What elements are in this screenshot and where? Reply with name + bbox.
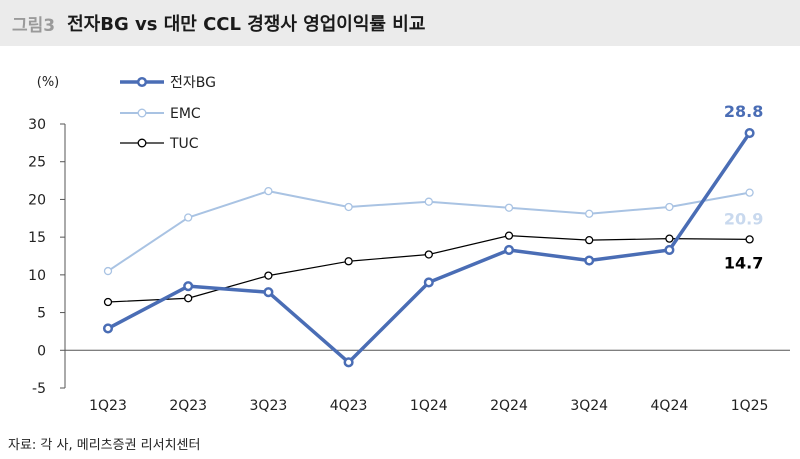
end-value-label: 20.9	[724, 210, 763, 229]
series-line	[107, 132, 752, 365]
series-point	[264, 186, 273, 196]
series-point	[102, 323, 114, 334]
y-tick-label: -5	[32, 381, 46, 397]
series-point	[584, 255, 595, 266]
series-point	[343, 357, 354, 368]
legend-label: 전자BG	[170, 75, 216, 91]
series-point	[585, 209, 594, 218]
series-point	[103, 266, 113, 276]
x-tick-label: 1Q25	[731, 398, 769, 414]
y-axis-unit-label: (%)	[37, 75, 60, 90]
x-tick-label: 2Q24	[490, 398, 528, 414]
series-point	[424, 197, 433, 206]
series-point	[344, 257, 353, 266]
series-point	[504, 231, 514, 240]
series-point	[423, 277, 434, 288]
legend-swatch-marker	[137, 108, 147, 118]
series-point	[744, 128, 755, 139]
legend-label: EMC	[170, 106, 201, 122]
y-tick-label: 30	[28, 117, 46, 133]
line-chart: (%) -5 0 5 10 15 20 25 30 1Q23 2Q23 3Q23 4Q23 1Q24 2Q…	[28, 75, 790, 414]
figure-label: 그림3	[12, 15, 56, 36]
series-point	[745, 188, 754, 197]
series-point	[745, 235, 754, 244]
series-point	[183, 281, 194, 292]
legend-swatch-marker	[136, 76, 148, 88]
chart-title: 전자BG vs 대만 CCL 경쟁사 영업이익률 비교	[67, 14, 426, 35]
legend-swatch-marker	[137, 138, 147, 148]
y-tick-label: 25	[28, 155, 46, 171]
series-point	[344, 202, 353, 212]
series-point	[503, 244, 515, 256]
x-tick-label: 2Q23	[169, 398, 207, 414]
series-point	[263, 287, 274, 298]
x-tick-label: 1Q24	[410, 398, 448, 414]
x-tick-label: 3Q24	[570, 398, 608, 414]
end-value-label: 14.7	[724, 253, 763, 272]
series-point	[103, 297, 113, 307]
series-point	[504, 203, 514, 212]
title-bar: 그림3 전자BG vs 대만 CCL 경쟁사 영업이익률 비교	[0, 0, 800, 46]
legend-label: TUC	[169, 136, 199, 152]
y-tick-label: 10	[28, 268, 46, 284]
series-point	[184, 213, 193, 222]
series-point	[664, 244, 675, 256]
source-note: 자료: 각 사, 메리츠증권 리서치센터	[8, 438, 201, 453]
series-point	[665, 234, 674, 243]
y-tick-label: 5	[37, 306, 46, 322]
series-point	[585, 236, 594, 245]
x-tick-label: 3Q23	[250, 398, 288, 414]
end-value-label: 28.8	[724, 102, 763, 121]
y-tick-label: 20	[28, 192, 46, 208]
series-point	[665, 202, 674, 212]
x-tick-label: 1Q23	[89, 398, 127, 414]
y-tick-label: 0	[37, 343, 46, 359]
series-point	[424, 250, 433, 259]
x-tick-label: 4Q23	[330, 398, 368, 414]
series-point	[264, 271, 273, 280]
series-point	[184, 294, 193, 303]
x-tick-label: 4Q24	[651, 398, 689, 414]
series-line	[107, 235, 750, 303]
y-tick-label: 15	[28, 230, 46, 246]
